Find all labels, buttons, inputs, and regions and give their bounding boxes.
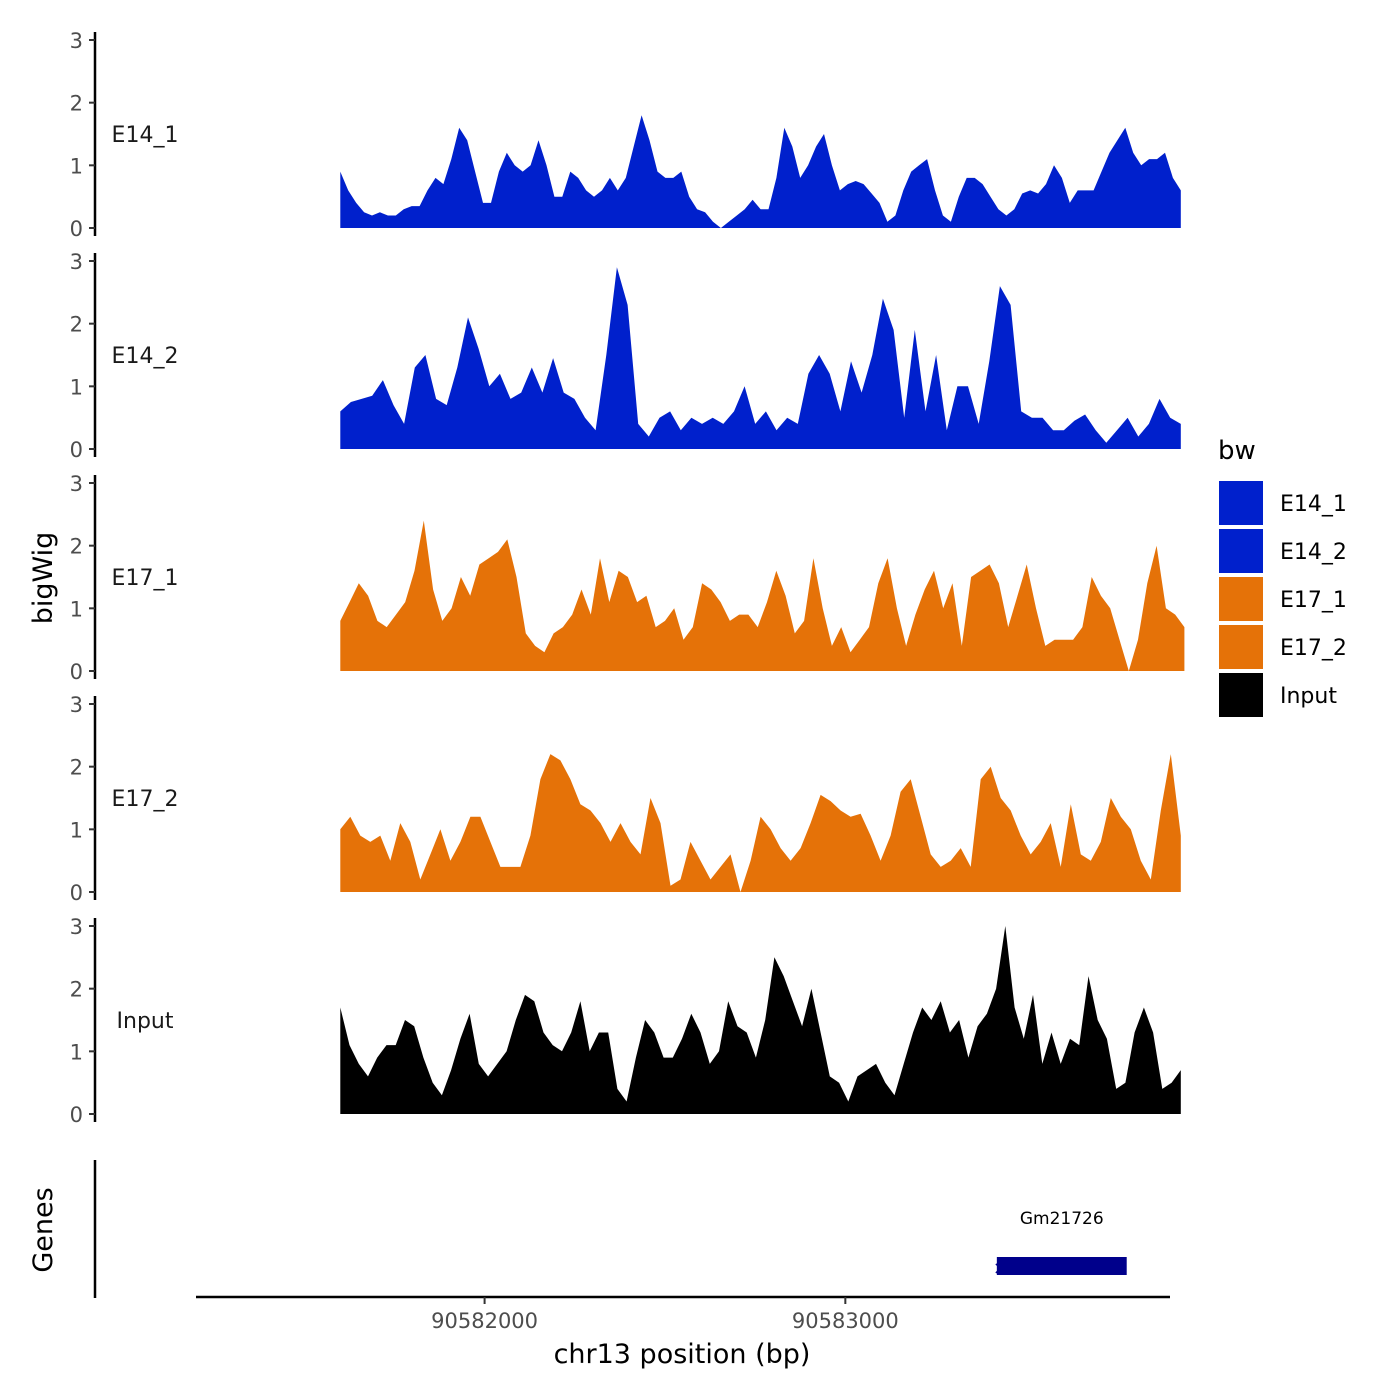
track-panel-e14_2: 0 1 2 3 E14_2 [70, 250, 1181, 462]
y-tick-label: 3 [70, 915, 83, 939]
track-panel-e14_1: 0 1 2 3 E14_1 [70, 29, 1181, 241]
x-tick-label: 90583000 [792, 1309, 899, 1333]
y-tick-label: 0 [70, 217, 83, 241]
y-tick-label: 2 [70, 978, 83, 1002]
y-tick-label: 3 [70, 29, 83, 53]
legend-label-e14_1: E14_1 [1280, 492, 1347, 517]
y-tick-label: 3 [70, 693, 83, 717]
track-label-e14_1: E14_1 [112, 123, 179, 148]
y-tick-label: 3 [70, 250, 83, 274]
gene-label: Gm21726 [1020, 1209, 1104, 1229]
y-tick-label: 0 [70, 1103, 83, 1127]
legend-label-e17_2: E17_2 [1280, 636, 1347, 661]
x-tick-label: 90582000 [431, 1309, 538, 1333]
coverage-area-input [340, 926, 1181, 1114]
legend-swatch-e14_2 [1217, 527, 1265, 575]
legend-swatch-e17_1 [1217, 575, 1265, 623]
legend-title: bw [1218, 436, 1256, 466]
gene-body [996, 1257, 1127, 1275]
legend-swatch-e14_1 [1217, 479, 1265, 527]
track-label-e17_1: E17_1 [112, 566, 179, 591]
legend-label-e14_2: E14_2 [1280, 540, 1347, 565]
track-label-e14_2: E14_2 [112, 344, 179, 369]
y-tick-label: 0 [70, 660, 83, 684]
track-panel-e17_2: 0 1 2 3 E17_2 [70, 693, 1181, 905]
coverage-area-e17_1 [340, 520, 1185, 671]
y-tick-label: 1 [70, 154, 83, 178]
y-tick-label: 0 [70, 438, 83, 462]
genes-axis-title: Genes [28, 1187, 59, 1272]
y-tick-label: 2 [70, 535, 83, 559]
y-tick-label: 2 [70, 756, 83, 780]
track-label-input: Input [117, 1009, 174, 1034]
y-tick-label: 3 [70, 472, 83, 496]
y-tick-label: 2 [70, 313, 83, 337]
genes-track: × Gm21726 [93, 1160, 1127, 1298]
y-axis-title: bigWig [28, 532, 59, 625]
strand-arrow-icon: × [993, 1258, 1008, 1279]
track-panel-input: 0 1 2 3 Input [70, 915, 1181, 1127]
coverage-area-e14_2 [340, 267, 1181, 449]
legend-swatch-input [1217, 671, 1265, 719]
legend-label-e17_1: E17_1 [1280, 588, 1347, 613]
track-panel-e17_1: 0 1 2 3 E17_1 [70, 472, 1185, 684]
y-tick-label: 0 [70, 881, 83, 905]
track-label-e17_2: E17_2 [112, 787, 179, 812]
y-tick-label: 1 [70, 597, 83, 621]
bigwig-tracks: 0 1 2 3 E14_1 0 1 2 3 E14_2 0 1 2 3 E17_1 0 1 2 3 E17_2 0 1 2 3… [70, 29, 1185, 1127]
x-axis: 90582000 90583000 [196, 1295, 1170, 1333]
gene-gm21726: × Gm21726 [993, 1209, 1127, 1279]
coverage-area-e14_1 [340, 115, 1181, 228]
y-tick-label: 1 [70, 375, 83, 399]
y-tick-label: 1 [70, 1040, 83, 1064]
x-axis-title: chr13 position (bp) [554, 1339, 811, 1370]
coverage-area-e17_2 [340, 754, 1181, 892]
y-tick-label: 1 [70, 818, 83, 842]
legend-swatch-e17_2 [1217, 623, 1265, 671]
legend-label-input: Input [1280, 684, 1337, 709]
legend: bw E14_1 E14_2 E17_1 E17_2 Input [1217, 436, 1347, 719]
y-tick-label: 2 [70, 92, 83, 116]
